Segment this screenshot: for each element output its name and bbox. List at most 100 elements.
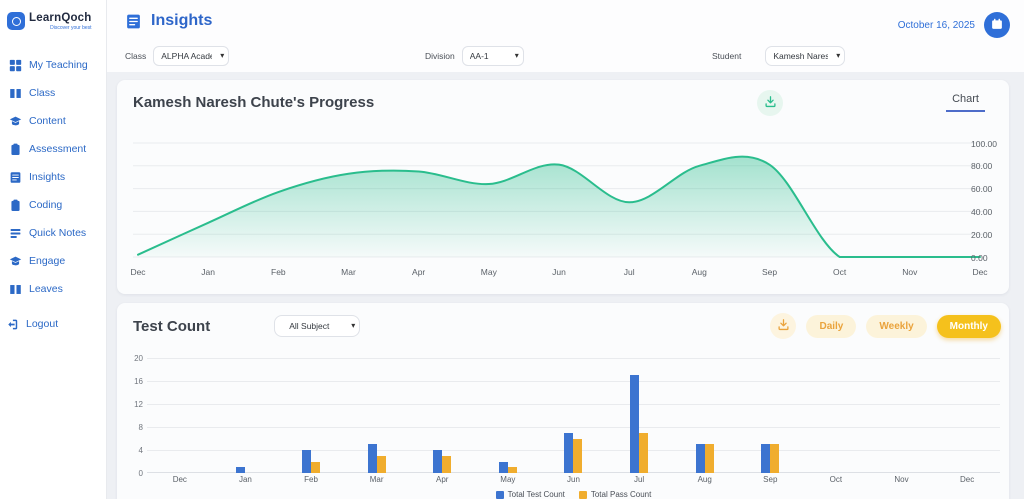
sidebar-item-insights[interactable]: Insights <box>0 163 106 191</box>
sidebar-item-assessment[interactable]: Assessment <box>0 135 106 163</box>
logo-tagline: Discover your best <box>50 25 92 31</box>
x-tick-label: Dec <box>130 267 146 277</box>
clipboard-icon <box>9 143 22 156</box>
learnqoch-logo-icon <box>7 12 25 30</box>
progress-x-axis: Dec Jan Feb Mar Apr May Jun Jul Aug Sep Oct Nov Dec <box>130 267 988 277</box>
x-tick-label: Jun <box>567 475 580 484</box>
daily-button[interactable]: Daily <box>806 314 857 338</box>
y-tick-label: 60.00 <box>971 184 993 195</box>
x-tick-label: Dec <box>960 475 975 484</box>
sidebar-item-label: Insights <box>29 171 66 183</box>
y-tick-label: 8 <box>138 423 143 432</box>
logo[interactable]: LearnQoch Discover your best <box>0 0 106 31</box>
bar <box>770 444 780 473</box>
bar <box>311 461 321 473</box>
calendar-icon <box>991 18 1003 33</box>
y-tick-label: 100.00 <box>971 138 997 149</box>
x-tick-label: Jan <box>201 267 216 277</box>
sidebar-item-label: Engage <box>29 255 66 267</box>
student-select[interactable]: Kamesh Naresh Ch <box>765 46 846 66</box>
subject-select[interactable]: All Subject <box>274 315 361 337</box>
sidebar-nav: My Teaching Class Content Assessment Insight… <box>0 51 106 303</box>
bar <box>236 467 246 473</box>
x-tick-label: Aug <box>697 475 712 484</box>
tab-chart[interactable]: Chart <box>946 93 985 112</box>
x-tick-label: May <box>480 267 497 277</box>
bar-slots <box>147 358 1000 473</box>
sidebar-item-content[interactable]: Content <box>0 107 106 135</box>
bar <box>376 455 386 473</box>
sidebar: LearnQoch Discover your best My Teaching… <box>0 0 107 499</box>
x-tick-label: Mar <box>369 475 384 484</box>
test-card-header: Test Count All Subject ▾ Daily Weekly Mo… <box>117 303 1009 339</box>
progress-y-axis: 0.00 20.00 40.00 60.00 80.00 100.00 <box>971 135 1007 265</box>
bar <box>442 455 452 473</box>
x-tick-label: Nov <box>902 267 918 277</box>
class-filter-label: Class <box>125 51 147 61</box>
clipboard-icon <box>9 199 22 212</box>
report-icon <box>9 171 22 184</box>
monthly-button[interactable]: Monthly <box>936 314 1001 338</box>
download-button[interactable] <box>757 90 783 116</box>
page-title-text: Insights <box>151 12 213 29</box>
bar <box>761 444 771 473</box>
download-icon <box>777 318 790 334</box>
gridline <box>147 358 1000 359</box>
y-tick-label: 20 <box>134 354 143 363</box>
progress-card-title: Kamesh Naresh Chute's Progress <box>133 94 375 111</box>
student-filter: Student Kamesh Naresh Ch ▾ <box>712 46 846 66</box>
sidebar-item-label: Quick Notes <box>29 227 87 239</box>
testcount-x-axis: Dec Jan Feb Mar Apr May Jun Jul Aug Sep Oct Nov Dec <box>147 475 1000 484</box>
notes-icon <box>9 227 22 240</box>
division-select[interactable]: AA-1 <box>461 46 524 66</box>
sidebar-item-quick-notes[interactable]: Quick Notes <box>0 219 106 247</box>
sidebar-item-engage[interactable]: Engage <box>0 247 106 275</box>
y-tick-label: 16 <box>134 377 143 386</box>
area-chart-svg <box>133 142 985 258</box>
gridline <box>147 404 1000 405</box>
x-tick-label: Feb <box>271 267 286 277</box>
y-tick-label: 80.00 <box>971 161 993 172</box>
graduation-cap-icon <box>9 255 22 268</box>
book-icon <box>9 283 22 296</box>
logo-text: LearnQoch <box>29 12 92 24</box>
class-select[interactable]: ALPHA Academy <box>153 46 230 66</box>
book-icon <box>9 87 22 100</box>
weekly-button[interactable]: Weekly <box>866 314 927 338</box>
x-tick-label: Aug <box>691 267 707 277</box>
gridline <box>147 381 1000 382</box>
bar-group-dec <box>147 358 213 473</box>
sidebar-item-label: Coding <box>29 199 63 211</box>
division-filter-label: Division <box>425 51 455 61</box>
sidebar-item-label: Class <box>29 87 56 99</box>
bar <box>564 432 574 473</box>
sidebar-item-coding[interactable]: Coding <box>0 191 106 219</box>
sidebar-item-logout[interactable]: Logout <box>0 310 106 338</box>
legend-swatch <box>495 490 504 499</box>
sidebar-item-class[interactable]: Class <box>0 79 106 107</box>
bar-group-oct <box>803 358 869 473</box>
bar-group-nov <box>869 358 935 473</box>
bar-group-may <box>475 358 541 473</box>
sidebar-item-leaves[interactable]: Leaves <box>0 275 106 303</box>
content-area: Kamesh Naresh Chute's Progress Chart 0.0… <box>107 72 1024 499</box>
bar <box>573 438 583 473</box>
bar <box>639 432 649 473</box>
legend-item: Total Test Count <box>495 490 565 499</box>
bar <box>695 444 705 473</box>
bar <box>302 450 312 473</box>
bar-group-jul <box>606 358 672 473</box>
sidebar-item-my-teaching[interactable]: My Teaching <box>0 51 106 79</box>
download-button[interactable] <box>770 313 797 339</box>
bar-group-sep <box>737 358 803 473</box>
bar-group-aug <box>672 358 738 473</box>
x-tick-label: Jan <box>238 475 252 484</box>
y-tick-label: 12 <box>134 400 143 409</box>
bar <box>367 444 377 473</box>
x-tick-label: Dec <box>972 267 988 277</box>
test-count-card: Test Count All Subject ▾ Daily Weekly Mo… <box>117 303 1009 499</box>
page-title: Insights <box>125 12 212 30</box>
calendar-button[interactable] <box>984 12 1010 38</box>
bar-group-dec <box>934 358 1000 473</box>
progress-card: Kamesh Naresh Chute's Progress Chart 0.0… <box>117 80 1009 294</box>
